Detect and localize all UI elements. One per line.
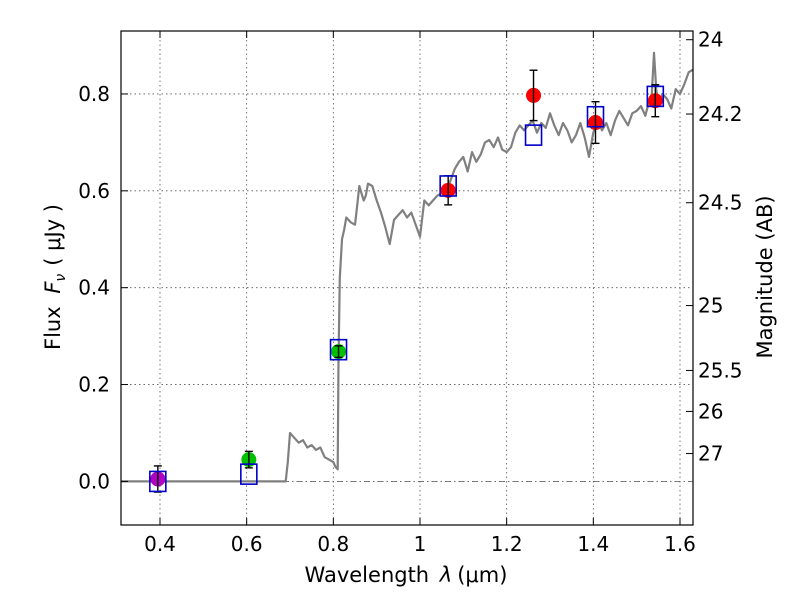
- y-tick-label: 0.6: [78, 179, 110, 203]
- model-photometry-marker: [240, 463, 258, 485]
- x-tick-label: 1.6: [664, 532, 696, 556]
- optical-flux-series: [241, 344, 347, 469]
- model-photometry-marker: [586, 105, 605, 128]
- y-tick-label: 0.2: [78, 373, 110, 397]
- x-tick-label: 1.4: [577, 532, 609, 556]
- x-tick-label: 1.2: [491, 532, 523, 556]
- y-axis-label-subscript: ν: [53, 274, 69, 282]
- model-layer: [121, 51, 694, 483]
- uv-flux-series: [150, 465, 166, 493]
- y-tick-label: 0.4: [78, 276, 110, 300]
- magnitude-axis-label: Magnitude (AB): [753, 195, 777, 358]
- y-axis-label: Flux Fν ( μJy ): [41, 204, 69, 350]
- model-photometry-marker: [646, 85, 665, 108]
- x-axis-label-prefix: Wavelength: [305, 563, 436, 587]
- magnitude-tick-label: 25.5: [698, 358, 743, 382]
- model-sed-line: [121, 51, 694, 483]
- magnitude-tick-label: 26: [698, 399, 723, 423]
- magnitude-tick-label: 27: [698, 442, 723, 466]
- x-axis-label: Wavelength λ (μm): [305, 563, 508, 587]
- model-photometry-marker: [329, 338, 348, 361]
- measured-flux-series: [440, 69, 663, 206]
- model-photometry-series: [149, 85, 665, 493]
- model-photometry-marker: [149, 470, 167, 493]
- marks-layer: [149, 69, 665, 493]
- magnitude-tick-label: 24.2: [698, 102, 743, 126]
- y-axis-label-unit: ( μJy ): [41, 204, 65, 266]
- y-tick-label: 0.8: [78, 82, 110, 106]
- model-photometry-marker: [524, 124, 543, 146]
- x-tick-label: 0.8: [317, 532, 349, 556]
- y-tick-label: 0.0: [78, 469, 110, 493]
- magnitude-tick-label: 24: [698, 28, 723, 52]
- ticks-layer: 0.4 0.6 0.8 1 1.2 1.4 1.6 0.0 0.2 0.4 0.6 0.8 24 24.2…: [78, 28, 742, 556]
- x-tick-label: 0.4: [144, 532, 176, 556]
- grid-layer: [121, 31, 693, 525]
- x-axis-label-symbol: λ: [439, 563, 452, 587]
- x-axis-label-unit: (μm): [457, 563, 507, 587]
- x-tick-label: 0.6: [231, 532, 263, 556]
- model-photometry-marker: [439, 175, 457, 197]
- x-tick-label: 1: [414, 532, 427, 556]
- magnitude-tick-label: 24.5: [698, 191, 743, 215]
- y-axis-label-prefix: Flux: [41, 300, 65, 350]
- plot-frame: [120, 30, 694, 526]
- y-axis-label-symbol: F: [41, 281, 65, 294]
- magnitude-tick-label: 25: [698, 294, 723, 318]
